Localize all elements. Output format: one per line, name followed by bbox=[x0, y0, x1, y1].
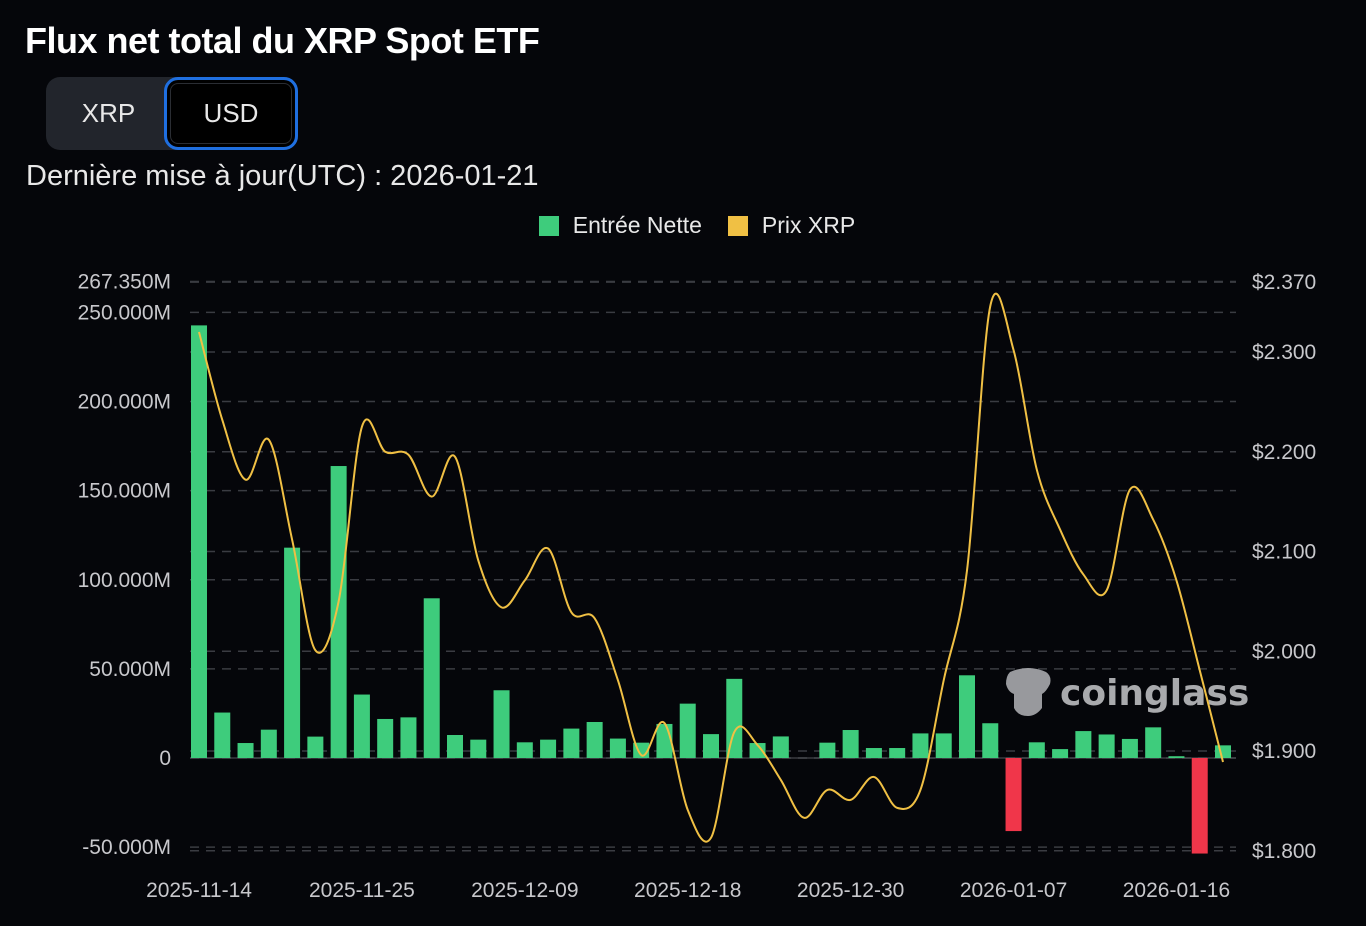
y-right-tick-label: $2.300 bbox=[1252, 341, 1316, 364]
inflow-bar bbox=[423, 598, 440, 758]
legend-item-price[interactable]: Prix XRP bbox=[727, 212, 856, 239]
inflow-bar bbox=[447, 735, 463, 758]
inflow-bar bbox=[353, 694, 370, 758]
inflow-bar bbox=[586, 721, 603, 758]
outflow-bar bbox=[1005, 758, 1022, 832]
y-left-tick-label: 0 bbox=[159, 747, 171, 770]
inflow-bar bbox=[1075, 731, 1092, 758]
legend-label: Prix XRP bbox=[761, 212, 856, 238]
inflow-bar bbox=[959, 675, 975, 758]
inflow-bar bbox=[772, 736, 789, 758]
inflow-bar bbox=[842, 730, 859, 758]
page-title: Flux net total du XRP Spot ETF bbox=[25, 20, 540, 61]
x-tick-label: 2025-12-18 bbox=[634, 879, 741, 902]
inflow-bar bbox=[889, 748, 906, 758]
legend-swatch-inflow bbox=[538, 215, 559, 236]
y-right-tick-label: $1.900 bbox=[1252, 740, 1316, 763]
inflow-bar bbox=[609, 738, 626, 758]
y-left-tick-label: 100.000M bbox=[78, 569, 171, 592]
y-right-tick-label: $2.100 bbox=[1252, 541, 1316, 564]
inflow-bar bbox=[935, 733, 952, 758]
inflow-bar bbox=[516, 742, 533, 758]
legend-swatch-price bbox=[727, 215, 748, 236]
inflow-bar bbox=[819, 742, 836, 758]
inflow-bar bbox=[493, 690, 510, 758]
inflow-bar bbox=[260, 729, 277, 758]
inflow-bar bbox=[470, 739, 487, 758]
inflow-bar bbox=[865, 748, 882, 758]
inflow-bar bbox=[1168, 756, 1185, 758]
toggle-xrp-button[interactable]: XRP bbox=[81, 98, 136, 128]
inflow-bar bbox=[912, 733, 929, 758]
inflow-bar bbox=[563, 728, 580, 758]
legend-label: Entrée Nette bbox=[572, 212, 702, 238]
y-left-tick-label: 200.000M bbox=[78, 391, 171, 414]
toggle-usd-button[interactable]: USD bbox=[164, 77, 298, 150]
inflow-bar bbox=[284, 547, 301, 758]
inflow-bar bbox=[679, 703, 696, 758]
inflow-bar bbox=[1215, 745, 1231, 758]
inflow-bar bbox=[237, 743, 254, 758]
last-updated-text: Dernière mise à jour(UTC) : 2026-01-21 bbox=[26, 160, 539, 192]
chart-legend: Entrée Nette Prix XRP bbox=[0, 212, 1366, 239]
inflow-bar bbox=[703, 734, 719, 758]
x-tick-label: 2025-11-14 bbox=[146, 879, 252, 902]
inflow-bar bbox=[191, 325, 207, 758]
y-right-tick-label: $2.000 bbox=[1252, 640, 1316, 663]
xrp-price-line bbox=[198, 292, 1224, 843]
bull-logo-icon bbox=[1006, 668, 1051, 716]
inflow-bar bbox=[400, 717, 417, 758]
y-left-tick-label: 150.000M bbox=[78, 480, 171, 503]
x-tick-label: 2025-12-09 bbox=[471, 879, 578, 902]
legend-item-net-inflow[interactable]: Entrée Nette bbox=[538, 212, 702, 239]
inflow-bar bbox=[982, 723, 999, 758]
y-right-tick-label: $1.800 bbox=[1252, 840, 1316, 863]
y-left-tick-label: 267.350M bbox=[78, 270, 171, 293]
x-tick-label: 2026-01-16 bbox=[1123, 879, 1230, 902]
inflow-bar bbox=[540, 739, 557, 758]
x-tick-label: 2025-11-25 bbox=[309, 879, 415, 902]
x-tick-label: 2025-12-30 bbox=[797, 879, 904, 902]
inflow-bar bbox=[214, 712, 231, 758]
y-right-tick-label: $2.370 bbox=[1252, 271, 1316, 294]
inflow-bar bbox=[330, 466, 347, 758]
watermark-text: coinglass bbox=[1060, 673, 1249, 714]
inflow-bar bbox=[749, 743, 766, 758]
x-tick-label: 2026-01-07 bbox=[960, 879, 1067, 902]
y-left-tick-label: 50.000M bbox=[89, 658, 171, 681]
unit-toggle: XRP USD bbox=[46, 77, 298, 150]
inflow-bar bbox=[1145, 727, 1162, 758]
inflow-bar bbox=[1028, 742, 1045, 758]
y-right-tick-label: $2.200 bbox=[1252, 441, 1316, 464]
inflow-bar bbox=[307, 736, 324, 758]
inflow-bar bbox=[726, 678, 743, 758]
coinglass-watermark bbox=[1006, 668, 1051, 716]
inflow-bar bbox=[377, 718, 394, 758]
inflow-bar bbox=[1098, 734, 1115, 758]
inflow-bar bbox=[1121, 738, 1138, 758]
inflow-bar bbox=[1052, 749, 1069, 758]
outflow-bar bbox=[1191, 758, 1208, 854]
y-left-tick-label: -50.000M bbox=[82, 836, 171, 859]
y-left-tick-label: 250.000M bbox=[78, 301, 171, 324]
